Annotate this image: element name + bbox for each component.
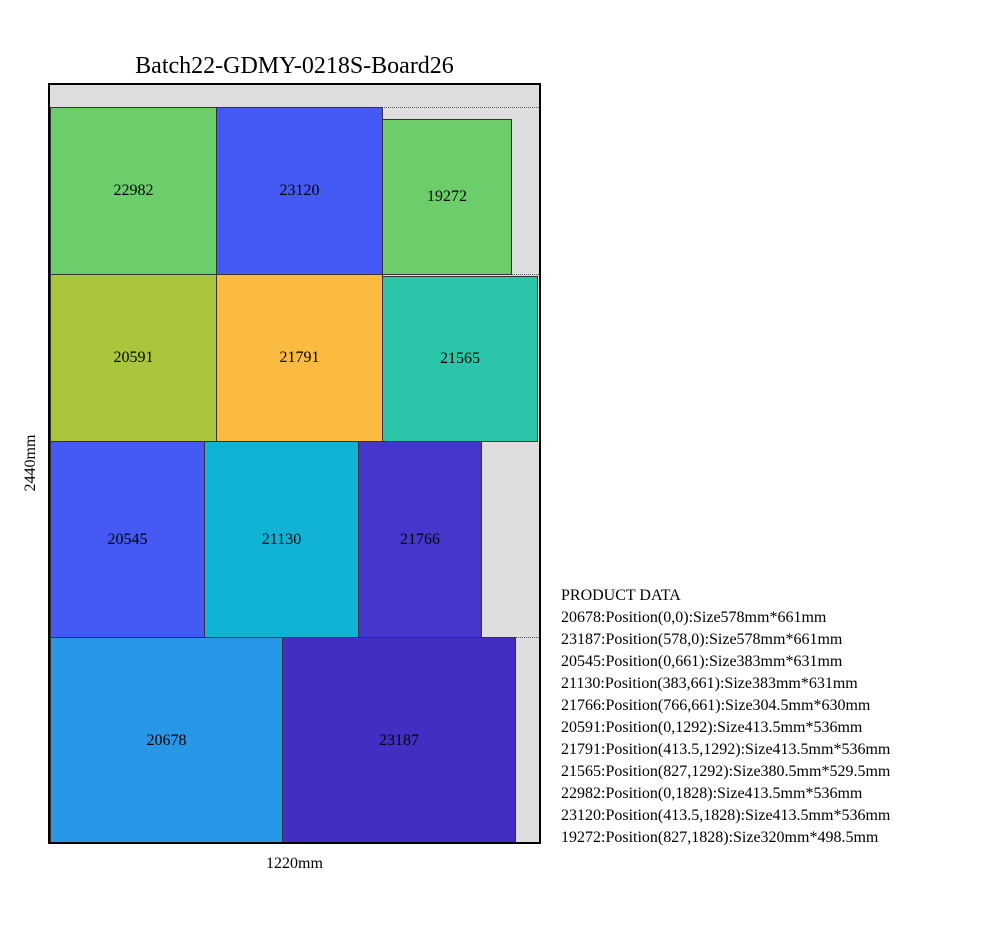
product-data-line: 21565:Position(827,1292):Size380.5mm*529… xyxy=(561,763,891,780)
piece-19272: 19272 xyxy=(382,119,512,275)
piece-23187: 23187 xyxy=(282,637,516,842)
height-label: 2440mm xyxy=(22,434,39,492)
product-data-line: 19272:Position(827,1828):Size320mm*498.5… xyxy=(561,829,879,846)
product-data-line: 21130:Position(383,661):Size383mm*631mm xyxy=(561,675,858,692)
piece-label: 20591 xyxy=(113,349,154,366)
product-data-line: 23120:Position(413.5,1828):Size413.5mm*5… xyxy=(561,807,891,824)
board: 22982 23120 19272 20591 21791 21565 2054… xyxy=(48,83,541,844)
piece-label: 20545 xyxy=(107,530,148,548)
product-data-line: 20545:Position(0,661):Size383mm*631mm xyxy=(561,653,843,670)
product-data-line: 20678:Position(0,0):Size578mm*661mm xyxy=(561,609,827,626)
piece-23120: 23120 xyxy=(216,107,383,275)
cut-line xyxy=(512,274,539,275)
piece-20545: 20545 xyxy=(50,441,205,638)
piece-label: 21565 xyxy=(440,350,480,367)
cut-line xyxy=(516,637,539,638)
product-data-heading: PRODUCT DATA xyxy=(561,587,681,604)
piece-label: 23120 xyxy=(279,182,320,199)
piece-label: 19272 xyxy=(427,188,467,205)
piece-21565: 21565 xyxy=(382,276,538,442)
product-data-line: 22982:Position(0,1828):Size413.5mm*536mm xyxy=(561,785,863,802)
piece-21766: 21766 xyxy=(358,441,482,638)
piece-label: 23187 xyxy=(379,731,419,749)
piece-label: 22982 xyxy=(113,182,154,199)
cut-line xyxy=(381,107,539,108)
piece-20678: 20678 xyxy=(50,637,283,842)
piece-label: 21766 xyxy=(400,530,440,548)
product-data-line: 23187:Position(578,0):Size578mm*661mm xyxy=(561,631,843,648)
piece-22982: 22982 xyxy=(50,107,217,275)
piece-label: 21791 xyxy=(279,349,320,366)
piece-21130: 21130 xyxy=(204,441,359,638)
product-data-line: 20591:Position(0,1292):Size413.5mm*536mm xyxy=(561,719,863,736)
board-title: Batch22-GDMY-0218S-Board26 xyxy=(135,53,454,79)
product-data-line: 21766:Position(766,661):Size304.5mm*630m… xyxy=(561,697,871,714)
piece-label: 20678 xyxy=(146,731,187,749)
width-label: 1220mm xyxy=(266,855,323,872)
piece-21791: 21791 xyxy=(216,274,383,442)
product-data-list: PRODUCT DATA 20678:Position(0,0):Size578… xyxy=(561,585,890,849)
piece-label: 21130 xyxy=(261,530,302,548)
product-data-line: 21791:Position(413.5,1292):Size413.5mm*5… xyxy=(561,741,891,758)
piece-20591: 20591 xyxy=(50,274,217,442)
